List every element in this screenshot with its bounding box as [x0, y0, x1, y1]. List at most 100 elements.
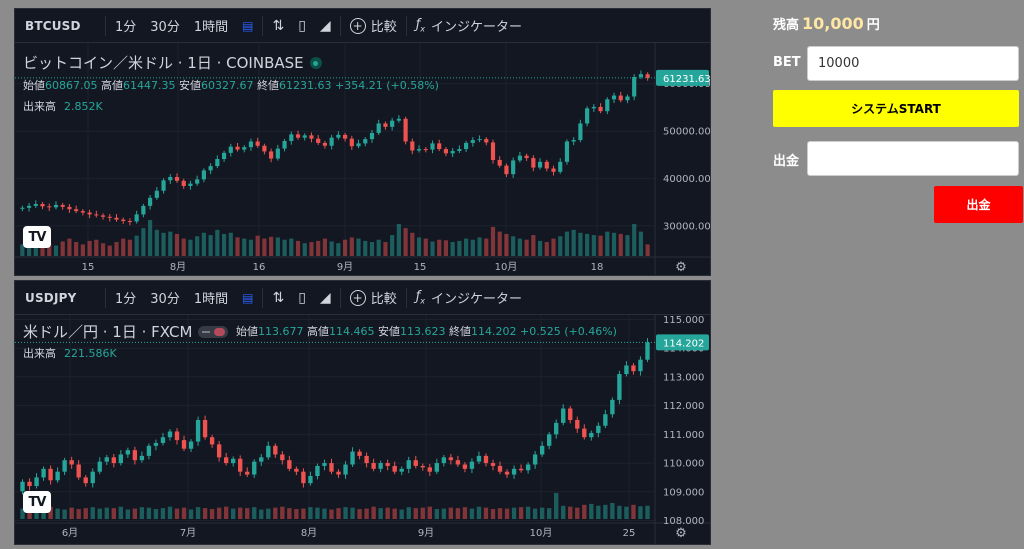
- bet-input[interactable]: [807, 46, 1019, 81]
- candle-body: [558, 161, 563, 172]
- candle-body: [403, 118, 408, 142]
- last-price-badge: [656, 69, 709, 86]
- candle-body: [53, 204, 59, 208]
- toolbar-divider: [262, 15, 264, 36]
- volume-bar: [457, 240, 462, 256]
- volume-bar: [167, 506, 173, 519]
- candle-body: [470, 140, 475, 143]
- volume-bar: [266, 508, 271, 519]
- candle-body: [554, 422, 559, 435]
- candle-body: [195, 420, 201, 442]
- volume-bar: [294, 509, 299, 519]
- volume-bar: [282, 239, 287, 256]
- volume-bar: [437, 239, 442, 256]
- volume-bar: [645, 505, 650, 519]
- volume-bar: [378, 508, 383, 519]
- candle-body: [201, 170, 206, 180]
- volume-bar: [369, 242, 375, 256]
- volume-bar: [477, 237, 482, 256]
- time-tick-label: 16: [253, 262, 266, 273]
- volume-bar: [336, 508, 341, 519]
- tradingview-logo[interactable]: TV: [23, 491, 51, 513]
- candle-body: [62, 460, 67, 472]
- candle-body: [132, 450, 138, 461]
- market-status-toggle-icon[interactable]: [198, 326, 229, 338]
- compare-button[interactable]: + 比較: [343, 281, 404, 315]
- volume-bar: [357, 509, 362, 519]
- volume-label: 出来高: [23, 100, 56, 113]
- timeframe-30m-button[interactable]: 30分: [150, 20, 180, 35]
- candle-body: [139, 455, 145, 461]
- timeframe-1h-button[interactable]: 1時間: [193, 292, 229, 307]
- system-start-button[interactable]: システムSTART: [773, 90, 1019, 127]
- candle-body: [174, 177, 180, 181]
- btc-candlestick-chart[interactable]: 30000.0040000.0050000.0060000.0061231.63…: [15, 43, 711, 276]
- indicator-button[interactable]: ƒx インジケーター: [409, 9, 529, 43]
- candle-body: [532, 454, 538, 465]
- withdraw-button[interactable]: 出金: [934, 186, 1023, 223]
- candle-body: [262, 145, 267, 152]
- candle-body: [385, 463, 390, 466]
- candle-body: [289, 134, 294, 142]
- btc-symbol-button[interactable]: BTCUSD: [25, 18, 81, 33]
- candlestick-icon[interactable]: ▯: [298, 289, 306, 306]
- volume-bar: [67, 238, 72, 256]
- volume-bar: [618, 233, 623, 256]
- usdjpy-chart-panel[interactable]: USDJPY 1分 30分 1時間 ▤ ⇅ ▯ ◢ + 比較 ƒx インジケーター …: [14, 280, 711, 545]
- candle-body: [497, 159, 502, 166]
- indicator-button[interactable]: ƒx インジケーター: [409, 281, 529, 315]
- candlestick-icon[interactable]: ▯: [298, 17, 306, 34]
- candle-body: [215, 159, 220, 167]
- timeframe-1m-button[interactable]: 1分: [115, 292, 137, 307]
- volume-bar: [80, 244, 85, 256]
- timeframe-30m-button[interactable]: 30分: [150, 292, 180, 307]
- time-tick-label: 8月: [170, 261, 186, 273]
- low-label: 安値: [378, 325, 400, 338]
- time-tick-label: 9月: [337, 261, 353, 273]
- timeframe-1m-button[interactable]: 1分: [115, 20, 137, 35]
- bar-style-icon[interactable]: ⇅: [272, 17, 285, 34]
- balance-display: 残高 10,000 円: [773, 14, 880, 33]
- volume-bar: [539, 507, 545, 519]
- candle-body: [69, 460, 74, 465]
- volume-bar: [302, 243, 307, 256]
- volume-bar: [504, 508, 510, 519]
- btcusd-chart-panel[interactable]: BTCUSD 1分 30分 1時間 ▤ ⇅ ▯ ◢ + 比較 ƒx インジケーター …: [14, 8, 711, 276]
- timeframe-1h-button[interactable]: 1時間: [193, 20, 229, 35]
- price-tick-label: 115.000: [663, 315, 704, 326]
- volume-bar: [168, 231, 173, 256]
- bar-style-icon[interactable]: ⇅: [272, 289, 285, 306]
- candle-body: [356, 143, 361, 147]
- candle-body: [462, 464, 468, 469]
- candle-body: [60, 204, 65, 207]
- volume-bar: [464, 238, 469, 256]
- settings-gear-icon[interactable]: ⚙: [675, 526, 687, 541]
- balance-unit: 円: [866, 18, 880, 33]
- volume-bar: [221, 233, 227, 256]
- toolbar-divider: [339, 15, 341, 36]
- area-chart-icon[interactable]: ◢: [319, 17, 331, 34]
- candle-body: [357, 451, 362, 456]
- low-value: 60327.67: [201, 79, 254, 92]
- volume-bar: [406, 507, 411, 519]
- jpy-symbol-button[interactable]: USDJPY: [25, 290, 77, 305]
- jpy-candlestick-chart[interactable]: 108.000 109.000 110.000 111.000 112.000 113.0…: [15, 315, 711, 545]
- volume-bar: [160, 508, 166, 519]
- withdraw-amount-input[interactable]: [807, 141, 1019, 176]
- candle-body: [127, 221, 133, 223]
- candle-body: [497, 465, 503, 472]
- settings-gear-icon[interactable]: ⚙: [675, 260, 687, 275]
- volume-bar: [154, 229, 159, 256]
- volume-bar: [111, 508, 116, 519]
- candle-body: [160, 437, 166, 443]
- compare-button[interactable]: + 比較: [343, 9, 404, 43]
- candle-body: [322, 142, 327, 146]
- area-chart-icon[interactable]: ◢: [319, 289, 331, 306]
- calendar-icon[interactable]: ▤: [242, 290, 254, 305]
- open-label: 始値: [236, 325, 258, 338]
- volume-bar: [48, 506, 53, 519]
- candle-body: [518, 468, 524, 471]
- candle-body: [329, 463, 334, 472]
- tradingview-logo[interactable]: TV: [23, 226, 51, 248]
- calendar-icon[interactable]: ▤: [242, 18, 254, 33]
